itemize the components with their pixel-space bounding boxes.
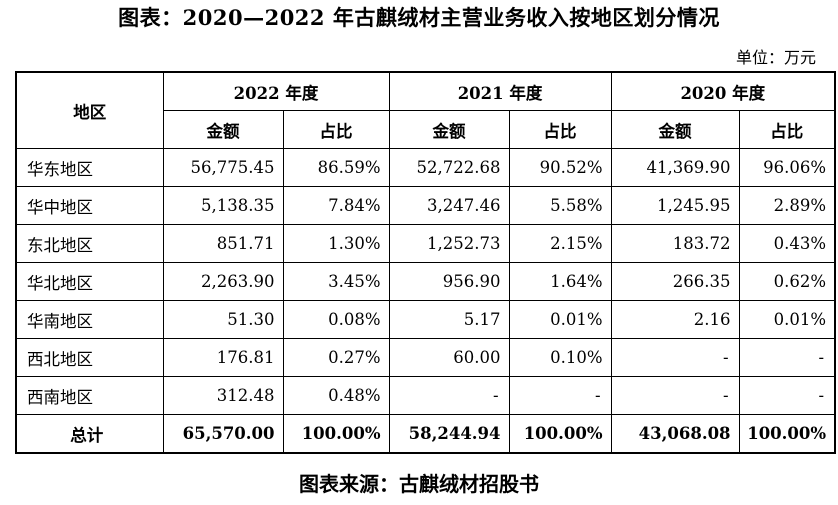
amount-cell: -	[388, 376, 510, 415]
table-row: 东北地区 851.71 1.30% 1,252.73 2.15% 183.72 0.43%	[15, 224, 836, 263]
region-cell: 华南地区	[15, 300, 164, 339]
region-cell: 西北地区	[15, 338, 164, 377]
share-cell: 3.45%	[282, 262, 390, 301]
share-cell: -	[738, 376, 836, 415]
share-cell: 5.58%	[508, 186, 612, 225]
source-note: 图表来源：古麒绒材招股书	[299, 472, 539, 496]
share-cell: -	[508, 376, 612, 415]
amount-cell: 1,252.73	[388, 224, 510, 263]
amount-header: 金额	[162, 110, 284, 149]
table-row: 华南地区 51.30 0.08% 5.17 0.01% 2.16 0.01%	[15, 300, 836, 339]
amount-cell: 43,068.08	[610, 414, 740, 454]
amount-cell: 1,245.95	[610, 186, 740, 225]
share-cell: 0.08%	[282, 300, 390, 339]
amount-cell: 851.71	[162, 224, 284, 263]
region-cell: 华北地区	[15, 262, 164, 301]
share-cell: 7.84%	[282, 186, 390, 225]
amount-cell: 58,244.94	[388, 414, 510, 454]
amount-header: 金额	[388, 110, 510, 149]
amount-cell: 56,775.45	[162, 148, 284, 187]
amount-cell: 5.17	[388, 300, 510, 339]
share-cell: 100.00%	[738, 414, 836, 454]
amount-cell: 65,570.00	[162, 414, 284, 454]
share-cell: 96.06%	[738, 148, 836, 187]
share-cell: 100.00%	[508, 414, 612, 454]
region-header: 地区	[15, 71, 164, 149]
year-header: 2022 年度	[162, 71, 390, 111]
total-row: 总计 65,570.00 100.00% 58,244.94 100.00% 43,068…	[15, 414, 836, 454]
page-title: 图表：2020—2022 年古麒绒材主营业务收入按地区划分情况	[118, 5, 720, 30]
share-cell: 0.27%	[282, 338, 390, 377]
table-row: 西南地区 312.48 0.48% - - - -	[15, 376, 836, 415]
share-cell: 2.15%	[508, 224, 612, 263]
amount-cell: 41,369.90	[610, 148, 740, 187]
revenue-by-region-table: 地区 2022 年度 2021 年度 2020 年度 金额 占比 金额 占比 金…	[15, 71, 837, 454]
region-cell: 华中地区	[15, 186, 164, 225]
table-body: 华东地区 56,775.45 86.59% 52,722.68 90.52% 41,369…	[15, 148, 836, 454]
share-cell: -	[738, 338, 836, 377]
table-row: 华北地区 2,263.90 3.45% 956.90 1.64% 266.35 0.62%	[15, 262, 836, 301]
share-cell: 2.89%	[738, 186, 836, 225]
share-cell: 86.59%	[282, 148, 390, 187]
share-cell: 1.64%	[508, 262, 612, 301]
table-row: 西北地区 176.81 0.27% 60.00 0.10% - -	[15, 338, 836, 377]
amount-cell: 2.16	[610, 300, 740, 339]
amount-cell: 183.72	[610, 224, 740, 263]
amount-cell: 51.30	[162, 300, 284, 339]
share-cell: 100.00%	[282, 414, 390, 454]
table-row: 华中地区 5,138.35 7.84% 3,247.46 5.58% 1,245.95 2.…	[15, 186, 836, 225]
share-cell: 90.52%	[508, 148, 612, 187]
region-cell: 东北地区	[15, 224, 164, 263]
amount-cell: 60.00	[388, 338, 510, 377]
amount-cell: 3,247.46	[388, 186, 510, 225]
share-header: 占比	[738, 110, 836, 149]
amount-cell: -	[610, 376, 740, 415]
total-label: 总计	[15, 414, 164, 454]
share-cell: 0.10%	[508, 338, 612, 377]
region-cell: 西南地区	[15, 376, 164, 415]
share-cell: 0.43%	[738, 224, 836, 263]
region-cell: 华东地区	[15, 148, 164, 187]
share-cell: 1.30%	[282, 224, 390, 263]
year-header: 2020 年度	[610, 71, 836, 111]
share-cell: 0.01%	[508, 300, 612, 339]
share-cell: 0.62%	[738, 262, 836, 301]
unit-label: 单位：万元	[735, 48, 816, 67]
amount-cell: 5,138.35	[162, 186, 284, 225]
amount-cell: 52,722.68	[388, 148, 510, 187]
amount-header: 金额	[610, 110, 740, 149]
amount-cell: 312.48	[162, 376, 284, 415]
table-row: 华东地区 56,775.45 86.59% 52,722.68 90.52% 41,369…	[15, 148, 836, 187]
year-header: 2021 年度	[388, 71, 612, 111]
amount-cell: 956.90	[388, 262, 510, 301]
amount-cell: 2,263.90	[162, 262, 284, 301]
share-cell: 0.48%	[282, 376, 390, 415]
amount-cell: 266.35	[610, 262, 740, 301]
amount-cell: 176.81	[162, 338, 284, 377]
amount-cell: -	[610, 338, 740, 377]
share-cell: 0.01%	[738, 300, 836, 339]
share-header: 占比	[508, 110, 612, 149]
share-header: 占比	[282, 110, 390, 149]
